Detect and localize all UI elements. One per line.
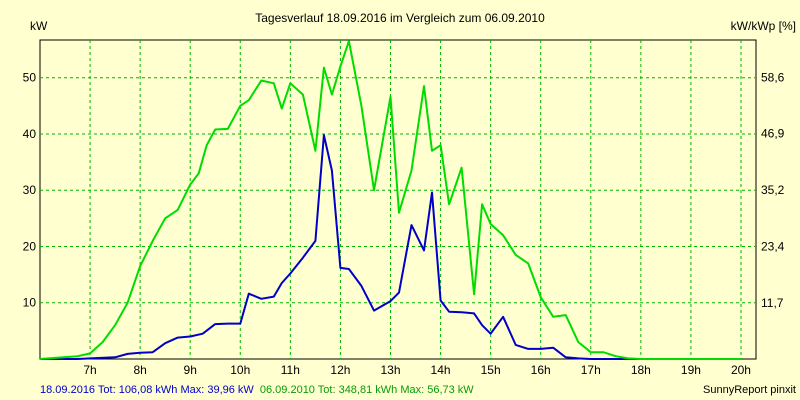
x-tick-label: 14h <box>431 363 451 377</box>
x-tick-label: 12h <box>330 363 350 377</box>
y-tick-label-left: 40 <box>23 127 37 141</box>
y-tick-label-right: 11,7 <box>761 296 784 310</box>
y-tick-label-left: 50 <box>23 71 37 85</box>
x-tick-label: 20h <box>731 363 751 377</box>
y-tick-label-left: 30 <box>23 183 37 197</box>
footer-summary: 18.09.2016 Tot: 106,08 kWh Max: 39,96 kW… <box>40 384 474 396</box>
x-tick-label: 17h <box>581 363 601 377</box>
y-tick-label-left: 20 <box>23 239 37 253</box>
x-tick-label: 19h <box>681 363 701 377</box>
x-tick-label: 13h <box>380 363 400 377</box>
x-tick-label: 10h <box>230 363 250 377</box>
x-tick-label: 7h <box>83 363 96 377</box>
footer-credit: SunnyReport pinxit <box>703 384 796 396</box>
x-tick-label: 15h <box>481 363 501 377</box>
x-tick-label: 11h <box>281 363 300 377</box>
series-line-1 <box>40 134 741 360</box>
series-line-2 <box>39 40 741 360</box>
grid <box>40 40 756 359</box>
x-tick-label: 8h <box>133 363 146 377</box>
x-tick-label: 16h <box>531 363 551 377</box>
y-axis-left-label: kW <box>30 19 48 33</box>
footer-series-2: 06.09.2010 Tot: 348,81 kWh Max: 56,73 kW <box>260 384 474 396</box>
y-axis-right-label: kW/kWp [%] <box>731 19 796 33</box>
y-tick-label-left: 10 <box>23 296 37 310</box>
y-tick-label-right: 46,9 <box>761 127 785 141</box>
axes: 7h 8h 9h 10h 11h 12h 13h 14h 15h 16h 17h 18h 19h 20h 1… <box>23 70 785 377</box>
series-group <box>39 40 741 360</box>
chart-title: Tagesverlauf 18.09.2016 im Vergleich zum… <box>255 11 545 25</box>
x-tick-label: 18h <box>631 363 651 377</box>
y-tick-label-right: 23,4 <box>761 240 785 254</box>
y-tick-label-right: 35,2 <box>761 183 785 197</box>
footer-series-1: 18.09.2016 Tot: 106,08 kWh Max: 39,96 kW <box>40 384 254 396</box>
x-tick-label: 9h <box>184 363 197 377</box>
y-tick-label-right: 58,6 <box>761 70 785 84</box>
